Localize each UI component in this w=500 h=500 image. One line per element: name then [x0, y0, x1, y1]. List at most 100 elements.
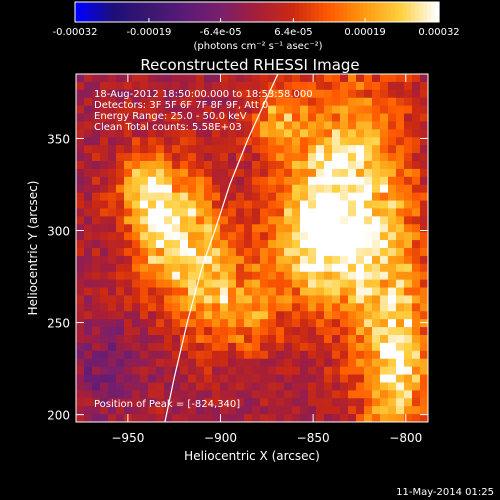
heatmap-cell [356, 240, 365, 249]
heatmap-cell [340, 97, 349, 107]
heatmap-cell [340, 224, 349, 233]
heatmap-cell [116, 342, 125, 352]
colorbar-cell [199, 2, 204, 22]
heatmap-cell [124, 137, 133, 146]
heatmap-cell [132, 216, 141, 225]
heatmap-cell [308, 153, 317, 162]
heatmap-cell [196, 176, 205, 186]
colorbar-cell [431, 2, 436, 22]
heatmap-cell [332, 105, 341, 115]
heatmap-cell [100, 366, 109, 376]
heatmap-cell [244, 271, 253, 281]
heatmap-cell [348, 295, 357, 304]
heatmap-cell [396, 168, 405, 178]
heatmap-cell [332, 224, 341, 233]
heatmap-cell [300, 319, 309, 328]
heatmap-cell [108, 311, 117, 320]
heatmap-cell [148, 287, 157, 296]
heatmap-cell [132, 279, 141, 289]
heatmap-cell [340, 105, 349, 115]
colorbar-cell [323, 2, 328, 22]
heatmap-cell [348, 105, 357, 115]
heatmap-cell [228, 145, 237, 154]
x-tick-label: −900 [204, 431, 237, 445]
heatmap-cell [388, 398, 397, 407]
heatmap-cell [108, 216, 117, 225]
heatmap-cell [116, 97, 125, 107]
heatmap-cell [196, 255, 205, 265]
heatmap-cell [348, 248, 357, 257]
heatmap-cell [228, 137, 237, 146]
heatmap-cell [140, 137, 149, 146]
heatmap-cell [164, 350, 173, 360]
heatmap-cell [76, 327, 85, 336]
heatmap-cell [172, 295, 181, 304]
heatmap-cell [276, 263, 285, 273]
heatmap-cell [84, 255, 93, 265]
heatmap-cell [100, 176, 109, 186]
heatmap-cell [196, 398, 205, 407]
colorbar-cell [351, 2, 356, 22]
heatmap-cell [108, 295, 117, 304]
heatmap-cell [228, 287, 237, 296]
heatmap-cell [292, 216, 301, 225]
heatmap-cell [316, 192, 325, 202]
heatmap-cell [260, 295, 269, 304]
heatmap-cell [124, 263, 133, 273]
heatmap-cell [108, 335, 117, 344]
heatmap-cell [420, 208, 429, 217]
heatmap-cell [188, 176, 197, 186]
heatmap-cell [172, 263, 181, 273]
heatmap-cell [244, 279, 253, 289]
heatmap-cell [76, 161, 85, 170]
heatmap-cell [212, 335, 221, 344]
heatmap-cell [260, 398, 269, 407]
heatmap-cell [300, 232, 309, 241]
heatmap-cell [380, 81, 389, 91]
heatmap-cell [284, 216, 293, 225]
heatmap-cell [420, 192, 429, 202]
heatmap-cell [140, 319, 149, 328]
heatmap-cell [196, 366, 205, 376]
heatmap-cell [380, 263, 389, 273]
heatmap-cell [308, 350, 317, 360]
heatmap-cell [76, 224, 85, 233]
heatmap-cell [308, 200, 317, 209]
heatmap-cell [100, 255, 109, 265]
colorbar-units: (photons cm⁻² s⁻¹ asec⁻²) [193, 41, 322, 52]
colorbar-cell [423, 2, 428, 22]
heatmap-cell [380, 374, 389, 383]
heatmap-cell [148, 184, 157, 194]
heatmap-cell [300, 398, 309, 407]
heatmap-cell [316, 382, 325, 391]
heatmap-cell [212, 105, 221, 115]
heatmap-cell [172, 374, 181, 383]
heatmap-cell [388, 113, 397, 122]
heatmap-cell [124, 335, 133, 344]
heatmap-cell [204, 184, 213, 194]
heatmap-cell [284, 137, 293, 146]
heatmap-cell [300, 176, 309, 186]
heatmap-cell [84, 248, 93, 257]
heatmap-cell [172, 406, 181, 415]
heatmap-cell [340, 129, 349, 138]
heatmap-cell [380, 168, 389, 178]
heatmap-cell [188, 263, 197, 273]
heatmap-cell [188, 303, 197, 312]
heatmap-cell [396, 153, 405, 162]
heatmap-cell [420, 327, 429, 336]
heatmap-cell [340, 200, 349, 209]
heatmap-cell [156, 105, 165, 115]
heatmap-cell [92, 382, 101, 391]
heatmap-cell [180, 342, 189, 352]
heatmap-cell [380, 295, 389, 304]
heatmap-cell [316, 248, 325, 257]
heatmap-cell [276, 382, 285, 391]
heatmap-cell [76, 200, 85, 209]
heatmap-cell [116, 81, 125, 91]
heatmap-cell [300, 342, 309, 352]
heatmap-cell [132, 232, 141, 241]
heatmap-cell [164, 176, 173, 186]
heatmap-cell [132, 263, 141, 273]
heatmap-cell [108, 208, 117, 217]
